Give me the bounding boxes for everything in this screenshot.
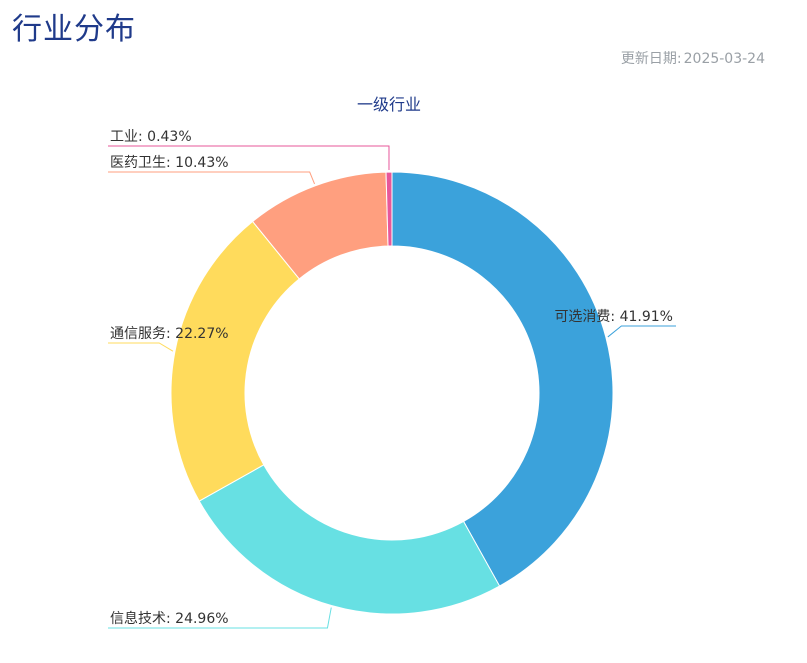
chart-slices [170,171,614,615]
chart-leader-lines [108,145,676,629]
page-title: 行业分布 [12,12,136,47]
leader-line-3 [108,342,174,352]
slice-1[interactable] [391,171,614,587]
chart-title: 一级行业 [357,95,421,114]
slice-3[interactable] [170,220,301,502]
update-date-label: 更新日期: [620,51,682,67]
slice-label-4: 医药卫生: 10.43% [110,155,229,171]
slice-label-3: 通信服务: 22.27% [110,326,229,342]
leader-line-1 [607,325,676,338]
slice-label-2: 信息技术: 24.96% [110,610,229,627]
chart-labels: 可选消费: 41.91% 信息技术: 24.96% 通信服务: 22.27% 医药卫生… [110,129,673,627]
update-date-value: 2025-03-24 [683,51,765,67]
slice-label-5: 工业: 0.43% [110,129,192,145]
update-date: 更新日期: 2025-03-24 [621,48,765,68]
leader-line-2 [108,607,332,629]
slice-2[interactable] [198,464,501,615]
slice-5[interactable] [385,171,393,247]
leader-line-4 [108,171,316,185]
leader-line-5 [108,145,390,171]
slice-label-1: 可选消费: 41.91% [554,309,673,325]
